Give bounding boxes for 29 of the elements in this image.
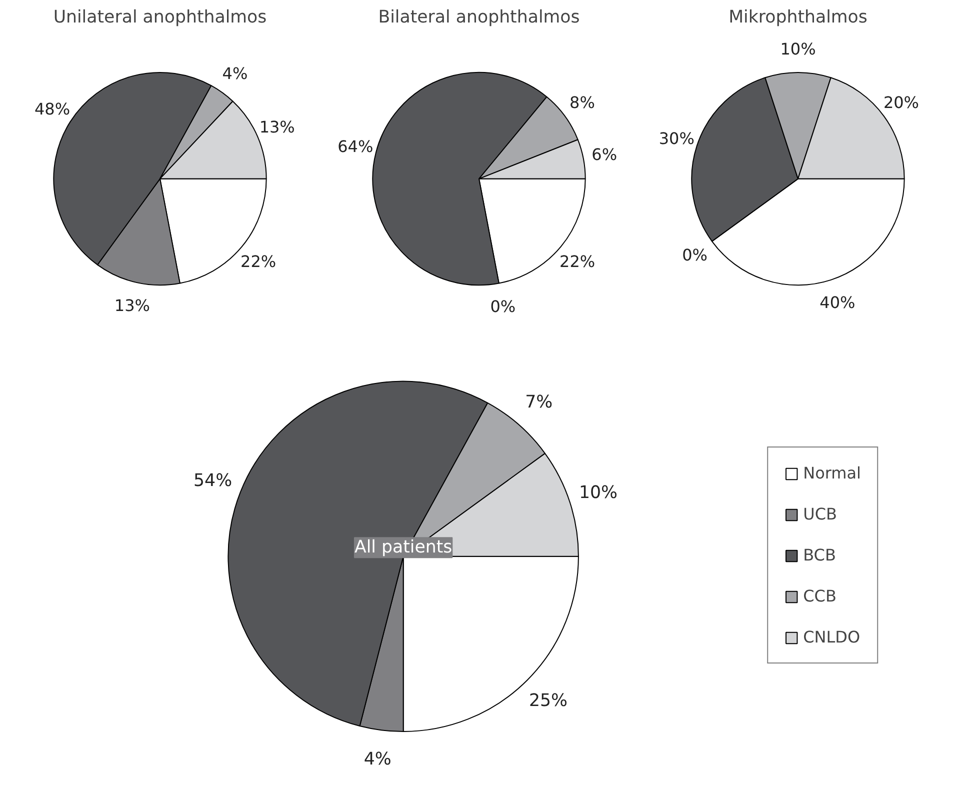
legend-label: UCB [803, 504, 837, 524]
data-label: 48% [34, 100, 70, 119]
data-label: 13% [259, 118, 295, 137]
data-label: 8% [570, 92, 595, 112]
data-label: 4% [222, 64, 248, 84]
legend-label: BCB [803, 546, 836, 564]
text: All patients [354, 538, 452, 558]
text: 0% [682, 246, 708, 265]
data-label: 4% [364, 750, 392, 770]
chart-title: Bilateral anophthalmos [378, 8, 580, 28]
chart-title: Mikrophthalmos [728, 8, 868, 28]
data-label: 13% [114, 296, 150, 316]
legend-label: CCB [803, 586, 836, 606]
data-label: 30% [658, 129, 694, 148]
data-label: 40% [820, 292, 856, 312]
chart-title: Unilateral anophthalmos [53, 8, 267, 28]
data-label: 7% [525, 392, 553, 413]
data-label: 22% [560, 252, 596, 272]
data-label: 25% [528, 691, 568, 712]
data-label: 64% [338, 136, 374, 156]
data-label: 10% [578, 483, 618, 504]
data-label: 10% [780, 39, 816, 58]
legend-label: Normal [803, 464, 861, 482]
data-label: 54% [194, 470, 232, 491]
data-label: 20% [883, 92, 920, 112]
data-label: 22% [240, 252, 276, 272]
text: 0% [490, 297, 516, 316]
data-label: 6% [592, 144, 618, 164]
legend-label: CNLDO [803, 628, 860, 646]
